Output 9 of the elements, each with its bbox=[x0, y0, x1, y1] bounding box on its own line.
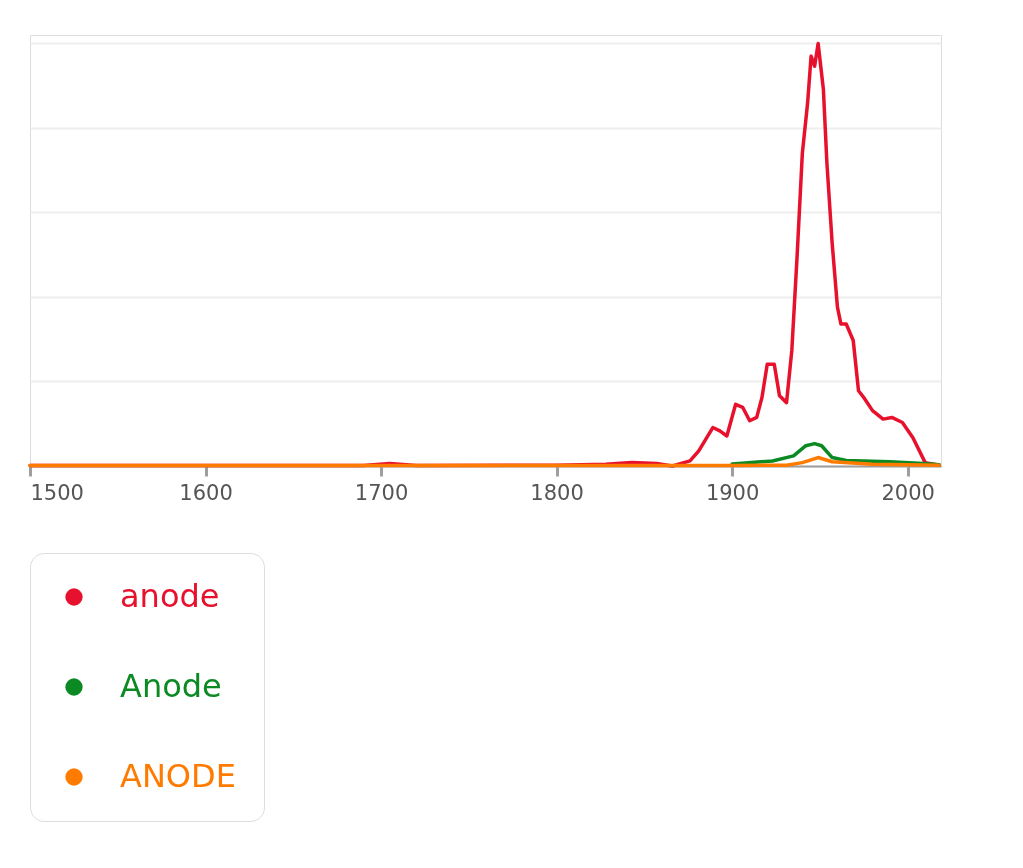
x-tick-label: 1700 bbox=[354, 480, 409, 505]
x-tick-label: 2000 bbox=[881, 480, 935, 505]
legend-label: Anode bbox=[120, 667, 222, 705]
legend-label: ANODE bbox=[120, 757, 236, 795]
x-tick-label: 1800 bbox=[530, 480, 584, 505]
x-tick-label: 1900 bbox=[705, 480, 760, 505]
legend-label: anode bbox=[120, 577, 220, 615]
x-tick-label: 1500 bbox=[30, 480, 84, 505]
x-tick-label: 1600 bbox=[179, 480, 233, 505]
